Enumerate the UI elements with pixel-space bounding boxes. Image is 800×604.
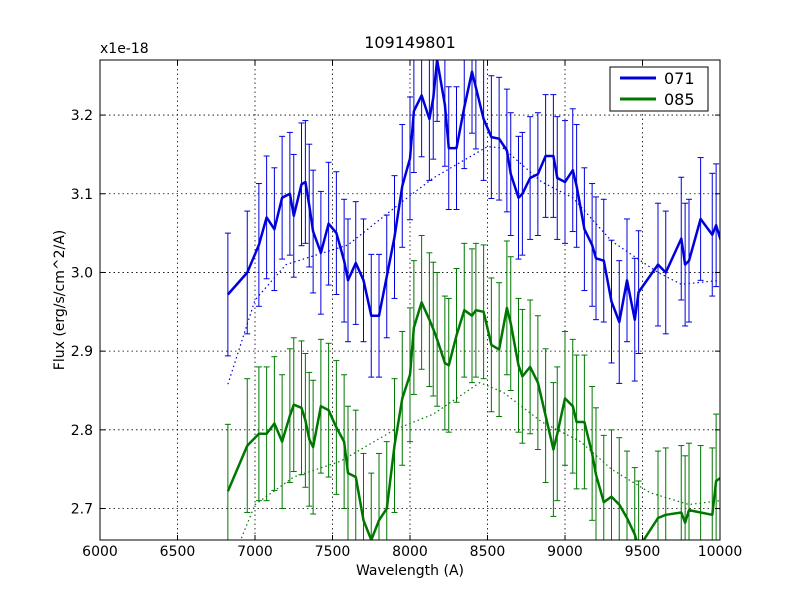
y-axis-label: Flux (erg/s/cm^2/A) xyxy=(52,230,68,370)
x-tick-label: 9000 xyxy=(547,544,583,560)
y-tick-label: 3.1 xyxy=(71,187,93,203)
legend-frame xyxy=(609,66,709,112)
x-axis-label: Wavelength (A) xyxy=(356,563,464,579)
legend: 071 085 xyxy=(609,66,709,112)
x-tick-label: 7500 xyxy=(315,544,351,560)
y-tick-label: 3.2 xyxy=(71,108,93,124)
y-tick-label: 2.8 xyxy=(71,423,93,439)
x-tick-label: 6500 xyxy=(160,544,196,560)
y-tick-label: 2.9 xyxy=(71,344,93,360)
x-tick-label: 9500 xyxy=(625,544,661,560)
ticks: 6000 6500 7000 7500 8000 8500 9000 9500 10000 2.7… xyxy=(71,60,743,560)
x-tick-label: 6000 xyxy=(82,544,118,560)
legend-label-071: 071 xyxy=(664,69,695,88)
data-layer xyxy=(224,60,720,540)
chart-title: 109149801 xyxy=(364,33,456,52)
x-tick-label: 8000 xyxy=(392,544,428,560)
x-tick-label: 7000 xyxy=(237,544,273,560)
y-offset-label: x1e-18 xyxy=(100,41,149,57)
y-tick-label: 2.7 xyxy=(71,502,93,518)
continuum-071 xyxy=(227,145,720,385)
x-tick-label: 10000 xyxy=(698,544,743,560)
series-line-085 xyxy=(226,301,720,540)
y-tick-label: 3.0 xyxy=(71,265,93,281)
series-line-071 xyxy=(226,60,720,324)
x-tick-label: 8500 xyxy=(470,544,506,560)
legend-label-085: 085 xyxy=(664,90,695,109)
